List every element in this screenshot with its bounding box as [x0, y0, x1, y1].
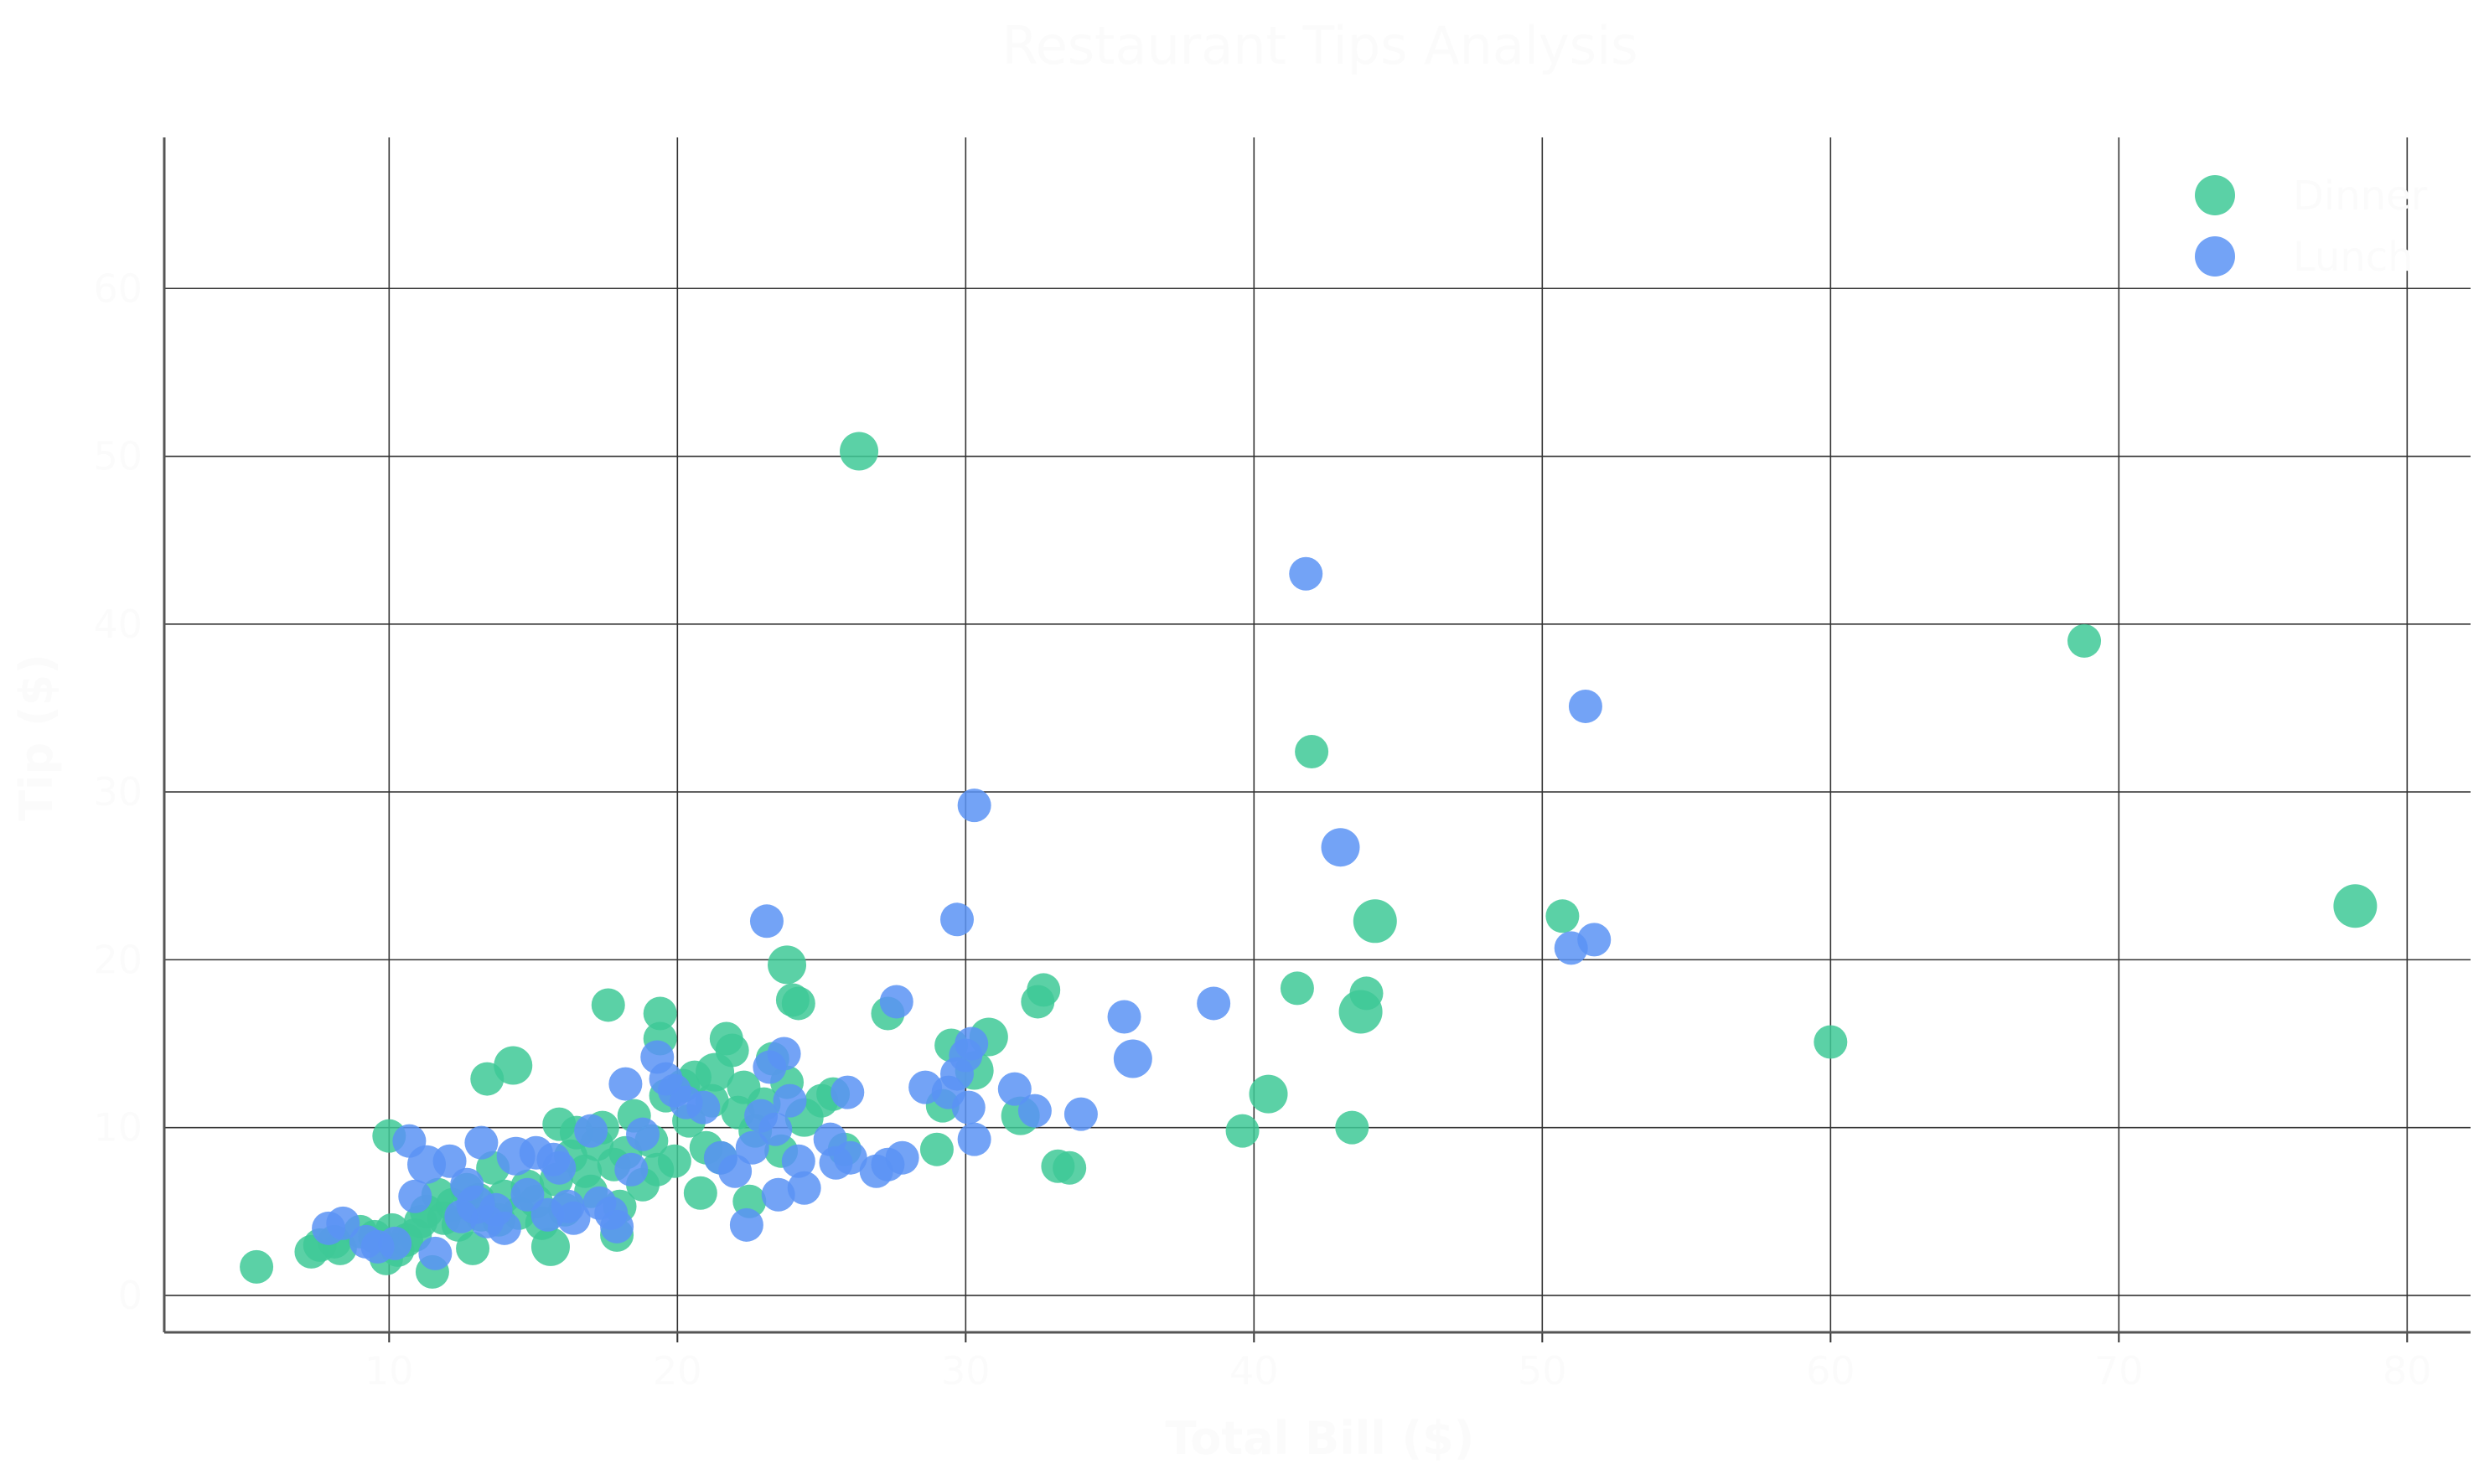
data-point-lunch [957, 789, 991, 823]
data-point-dinner [1545, 899, 1580, 933]
y-tick-label: 10 [93, 1105, 142, 1150]
y-tick-label: 20 [93, 937, 142, 982]
data-point-lunch [955, 1026, 989, 1061]
data-point-dinner [1027, 973, 1061, 1007]
data-point-lunch [767, 1037, 801, 1071]
chart-title: Restaurant Tips Analysis [1001, 15, 1638, 76]
data-point-lunch [758, 1112, 793, 1146]
data-point-lunch [432, 1144, 467, 1178]
x-tick-label: 10 [365, 1348, 414, 1394]
data-point-lunch [487, 1211, 521, 1245]
data-point-dinner [683, 1176, 717, 1210]
data-point-lunch [885, 1140, 919, 1175]
legend-marker-lunch [2195, 236, 2235, 277]
legend-label-dinner: Dinner [2293, 173, 2428, 220]
x-axis-label: Total Bill ($) [1166, 1412, 1475, 1465]
data-point-lunch [1113, 1039, 1152, 1078]
y-tick-label: 40 [93, 602, 142, 647]
data-point-lunch [787, 1171, 821, 1205]
data-point-dinner [494, 1046, 533, 1085]
data-point-lunch [749, 904, 784, 938]
data-point-dinner [1225, 1114, 1260, 1148]
data-point-dinner [1349, 976, 1384, 1011]
data-point-dinner [591, 988, 625, 1022]
data-point-dinner [643, 996, 677, 1031]
data-point-lunch [1577, 923, 1612, 957]
data-point-lunch [1017, 1094, 1052, 1128]
data-point-dinner [768, 945, 807, 985]
x-tick-label: 60 [1806, 1348, 1855, 1394]
data-point-dinner [919, 1132, 954, 1166]
data-point-lunch [1063, 1097, 1098, 1131]
data-point-lunch [464, 1125, 499, 1160]
data-point-lunch [326, 1206, 360, 1240]
x-tick-label: 70 [2094, 1348, 2144, 1394]
data-point-lunch [761, 1177, 795, 1212]
data-point-dinner [456, 1231, 490, 1265]
data-point-lunch [729, 1207, 763, 1242]
data-point-lunch [718, 1154, 753, 1188]
y-tick-label: 50 [93, 434, 142, 479]
data-point-dinner [1053, 1150, 1087, 1185]
data-point-lunch [957, 1122, 991, 1156]
data-point-lunch [378, 1226, 412, 1260]
y-axis-label: Tip ($) [10, 654, 63, 821]
data-point-dinner [1814, 1025, 1848, 1059]
data-point-lunch [398, 1179, 432, 1213]
data-point-lunch [781, 1144, 815, 1178]
axes [163, 137, 2471, 1342]
data-point-lunch [542, 1150, 577, 1185]
x-tick-label: 20 [653, 1348, 702, 1394]
data-point-lunch [1321, 828, 1360, 867]
data-point-lunch [1107, 1000, 1141, 1034]
data-point-dinner [240, 1249, 274, 1284]
data-point-lunch [831, 1075, 865, 1109]
grid-lines [164, 137, 2471, 1332]
data-point-lunch [600, 1209, 634, 1244]
data-point-dinner [1295, 735, 1329, 769]
data-point-lunch [574, 1114, 608, 1148]
data-point-lunch [1568, 689, 1602, 723]
data-point-lunch [626, 1117, 660, 1151]
y-tick-label: 60 [93, 266, 142, 311]
x-tick-label: 80 [2383, 1348, 2432, 1394]
data-point-lunch [1289, 556, 1323, 591]
data-point-lunch [879, 985, 913, 1019]
data-point-lunch [608, 1067, 643, 1101]
data-point-dinner [2067, 623, 2102, 658]
x-tick-label: 30 [941, 1348, 991, 1394]
data-point-lunch [997, 1072, 1032, 1106]
tick-labels: 10 20 30 40 50 60 70 80 0 10 20 30 40 50 60 [93, 266, 2431, 1394]
data-point-lunch [833, 1140, 867, 1175]
legend-marker-dinner [2195, 175, 2235, 215]
data-point-dinner [1353, 899, 1397, 944]
data-point-lunch [735, 1130, 769, 1165]
data-points [240, 432, 2378, 1289]
data-point-dinner [657, 1144, 691, 1178]
data-point-lunch [773, 1083, 807, 1118]
y-tick-label: 0 [118, 1273, 142, 1318]
y-tick-label: 30 [93, 769, 142, 814]
data-point-lunch [556, 1201, 591, 1235]
data-point-dinner [715, 1033, 749, 1068]
data-point-lunch [614, 1152, 649, 1187]
legend-label-lunch: Lunch [2293, 234, 2414, 281]
x-tick-label: 40 [1229, 1348, 1279, 1394]
x-tick-label: 50 [1518, 1348, 1567, 1394]
data-point-lunch [1197, 986, 1231, 1021]
data-point-lunch [418, 1236, 453, 1270]
data-point-dinner [1335, 1110, 1369, 1145]
data-point-lunch [686, 1090, 721, 1125]
data-point-dinner [1280, 971, 1314, 1006]
data-point-lunch [940, 902, 974, 937]
data-point-dinner [2333, 884, 2378, 928]
data-point-lunch [951, 1090, 986, 1125]
data-point-dinner [781, 986, 815, 1021]
legend: Dinner Lunch [2195, 173, 2428, 281]
data-point-dinner [1249, 1074, 1288, 1114]
data-point-dinner [840, 432, 879, 471]
data-point-dinner [530, 1227, 570, 1266]
